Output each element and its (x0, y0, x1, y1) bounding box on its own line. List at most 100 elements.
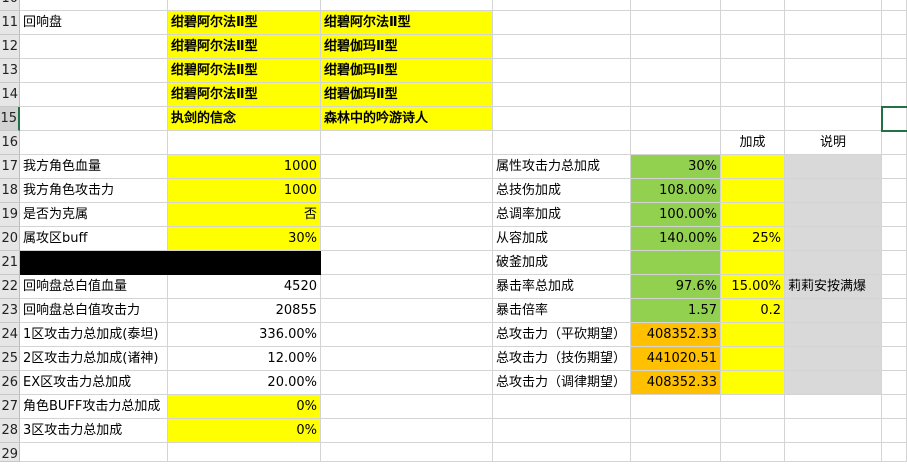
cell-D19[interactable]: 总调率加成 (493, 203, 631, 227)
cell-E22[interactable]: 97.6% (631, 275, 721, 299)
cell-G16[interactable]: 说明 (785, 131, 882, 155)
cell-C12[interactable]: 绀碧伽玛Ⅱ型 (321, 35, 493, 59)
cell-C17[interactable] (321, 155, 493, 179)
cell-H23[interactable] (882, 299, 907, 323)
cell-C18[interactable] (321, 179, 493, 203)
cell-G13[interactable] (785, 59, 882, 83)
cell-D26[interactable]: 总攻击力（调律期望） (493, 371, 631, 395)
cell-A13[interactable] (20, 59, 168, 83)
cell-E18[interactable]: 108.00% (631, 179, 721, 203)
cell-E13[interactable] (631, 59, 721, 83)
cell-A11[interactable]: 回响盘 (20, 11, 168, 35)
row-header-20[interactable]: 20 (0, 227, 20, 251)
cell-G15[interactable] (785, 107, 882, 131)
cell-B14[interactable]: 绀碧阿尔法Ⅱ型 (168, 83, 321, 107)
cell-G14[interactable] (785, 83, 882, 107)
cell-C25[interactable] (321, 347, 493, 371)
cell-H21[interactable] (882, 251, 907, 275)
cell-H28[interactable] (882, 419, 907, 443)
cell-A15[interactable] (20, 107, 168, 131)
cell-B20[interactable]: 30% (168, 227, 321, 251)
cell-B18[interactable]: 1000 (168, 179, 321, 203)
cell-A14[interactable] (20, 83, 168, 107)
cell-F25[interactable] (721, 347, 785, 371)
cell-D13[interactable] (493, 59, 631, 83)
cell-A21[interactable] (20, 251, 168, 275)
cell-A22[interactable]: 回响盘总白值血量 (20, 275, 168, 299)
cell-H29[interactable] (882, 443, 907, 462)
cell-H14[interactable] (882, 83, 907, 107)
cell-G10[interactable] (785, 0, 882, 11)
cell-E11[interactable] (631, 11, 721, 35)
row-header-10[interactable]: 10 (0, 0, 20, 11)
cell-G23[interactable] (785, 299, 882, 323)
cell-H26[interactable] (882, 371, 907, 395)
cell-A23[interactable]: 回响盘总白值攻击力 (20, 299, 168, 323)
cell-G17[interactable] (785, 155, 882, 179)
cell-C11[interactable]: 绀碧阿尔法Ⅱ型 (321, 11, 493, 35)
cell-F27[interactable] (721, 395, 785, 419)
row-header-14[interactable]: 14 (0, 83, 20, 107)
cell-H27[interactable] (882, 395, 907, 419)
cell-G21[interactable] (785, 251, 882, 275)
cell-E14[interactable] (631, 83, 721, 107)
cell-F12[interactable] (721, 35, 785, 59)
cell-B29[interactable] (168, 443, 321, 462)
cell-E21[interactable] (631, 251, 721, 275)
cell-B17[interactable]: 1000 (168, 155, 321, 179)
cell-A10[interactable] (20, 0, 168, 11)
cell-A16[interactable] (20, 131, 168, 155)
cell-D16[interactable] (493, 131, 631, 155)
cell-G24[interactable] (785, 323, 882, 347)
cell-E25[interactable]: 441020.51 (631, 347, 721, 371)
cell-E28[interactable] (631, 419, 721, 443)
cell-H16[interactable] (882, 131, 907, 155)
cell-E19[interactable]: 100.00% (631, 203, 721, 227)
cell-E24[interactable]: 408352.33 (631, 323, 721, 347)
cell-D15[interactable] (493, 107, 631, 131)
row-header-21[interactable]: 21 (0, 251, 20, 275)
row-header-27[interactable]: 27 (0, 395, 20, 419)
cell-C26[interactable] (321, 371, 493, 395)
row-header-22[interactable]: 22 (0, 275, 20, 299)
cell-F23[interactable]: 0.2 (721, 299, 785, 323)
cell-C29[interactable] (321, 443, 493, 462)
cell-H10[interactable] (882, 0, 907, 11)
cell-C16[interactable] (321, 131, 493, 155)
cell-B27[interactable]: 0% (168, 395, 321, 419)
cell-D17[interactable]: 属性攻击力总加成 (493, 155, 631, 179)
cell-C24[interactable] (321, 323, 493, 347)
cell-B28[interactable]: 0% (168, 419, 321, 443)
cell-H22[interactable] (882, 275, 907, 299)
cell-A27[interactable]: 角色BUFF攻击力总加成 (20, 395, 168, 419)
cell-H12[interactable] (882, 35, 907, 59)
cell-E17[interactable]: 30% (631, 155, 721, 179)
row-header-16[interactable]: 16 (0, 131, 20, 155)
cell-B26[interactable]: 20.00% (168, 371, 321, 395)
cell-B22[interactable]: 4520 (168, 275, 321, 299)
cell-H25[interactable] (882, 347, 907, 371)
cell-G25[interactable] (785, 347, 882, 371)
cell-A20[interactable]: 属攻区buff (20, 227, 168, 251)
cell-C28[interactable] (321, 419, 493, 443)
cell-F21[interactable] (721, 251, 785, 275)
cell-G28[interactable] (785, 419, 882, 443)
row-header-26[interactable]: 26 (0, 371, 20, 395)
row-header-17[interactable]: 17 (0, 155, 20, 179)
cell-C21[interactable] (321, 251, 493, 275)
row-header-19[interactable]: 19 (0, 203, 20, 227)
cell-G29[interactable] (785, 443, 882, 462)
cell-E27[interactable] (631, 395, 721, 419)
cell-B10[interactable] (168, 0, 321, 11)
cell-C20[interactable] (321, 227, 493, 251)
cell-G22[interactable]: 莉莉安按满爆 (785, 275, 882, 299)
cell-C19[interactable] (321, 203, 493, 227)
cell-G11[interactable] (785, 11, 882, 35)
cell-B19[interactable]: 否 (168, 203, 321, 227)
cell-C23[interactable] (321, 299, 493, 323)
cell-F26[interactable] (721, 371, 785, 395)
cell-D25[interactable]: 总攻击力（技伤期望） (493, 347, 631, 371)
cell-E16[interactable] (631, 131, 721, 155)
cell-F18[interactable] (721, 179, 785, 203)
row-header-23[interactable]: 23 (0, 299, 20, 323)
